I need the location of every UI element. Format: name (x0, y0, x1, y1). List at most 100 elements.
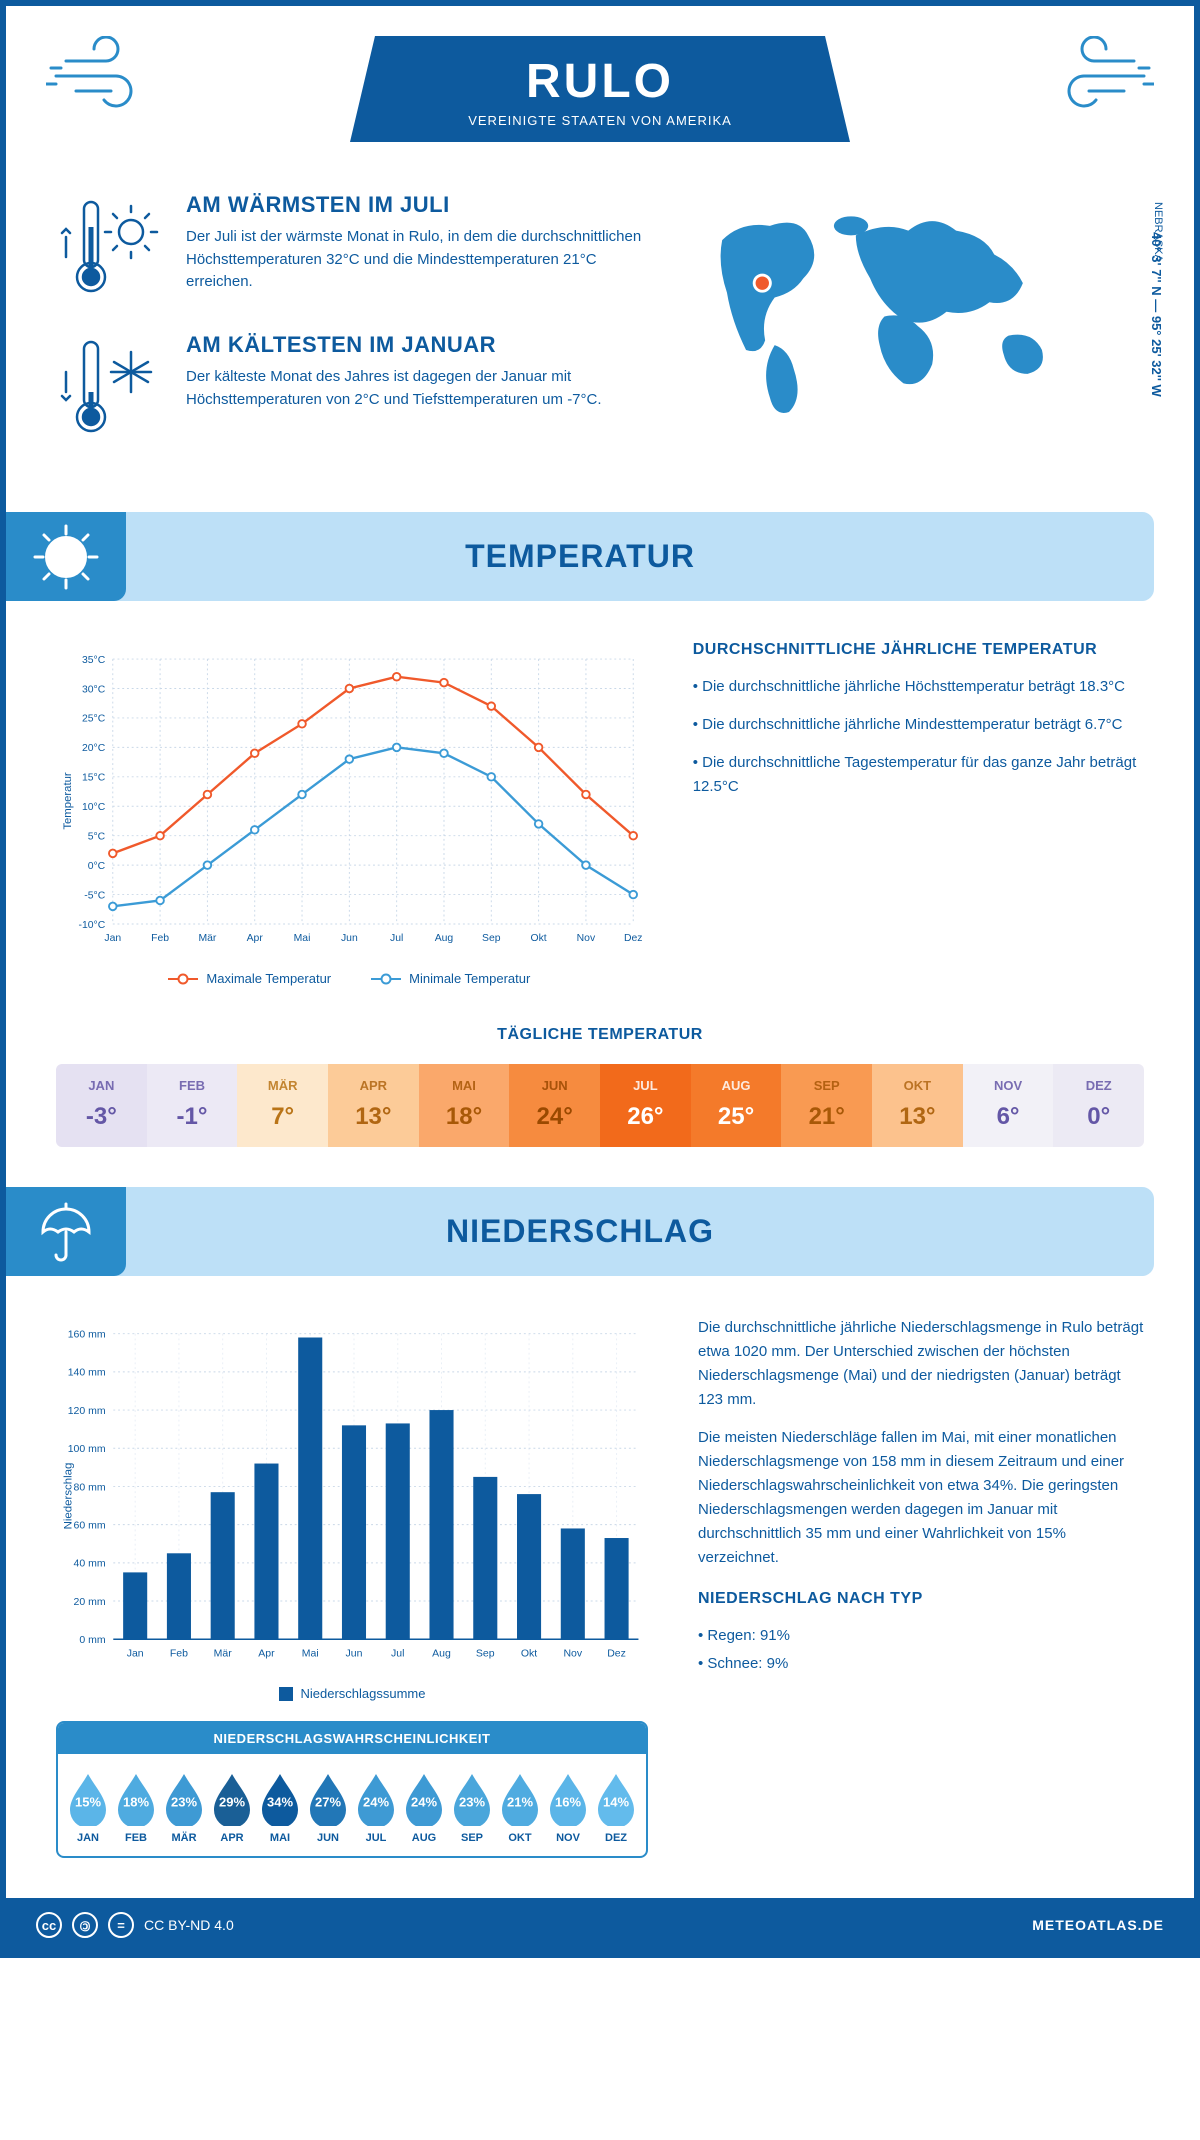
drop-cell: 29% APR (210, 1770, 254, 1844)
drop-cell: 18% FEB (114, 1770, 158, 1844)
svg-text:20°C: 20°C (82, 743, 106, 754)
svg-text:Apr: Apr (258, 1647, 275, 1659)
coordinates: 40° 3' 7'' N — 95° 25' 32'' W (1149, 232, 1164, 397)
svg-text:Feb: Feb (170, 1647, 188, 1659)
temp-cell: AUG25° (691, 1064, 782, 1147)
svg-text:Jan: Jan (104, 933, 121, 944)
svg-text:Nov: Nov (577, 933, 596, 944)
thermometer-hot-icon (56, 192, 166, 302)
coldest-block: AM KÄLTESTEN IM JANUAR Der kälteste Mona… (56, 332, 644, 442)
svg-text:Aug: Aug (432, 1647, 451, 1659)
svg-text:160 mm: 160 mm (68, 1328, 106, 1340)
temp-cell: JUN24° (509, 1064, 600, 1147)
legend-max: Maximale Temperatur (168, 971, 331, 986)
drop-cell: 24% AUG (402, 1770, 446, 1844)
legend-precip: Niederschlagssumme (279, 1686, 426, 1701)
drop-cell: 16% NOV (546, 1770, 590, 1844)
svg-text:140 mm: 140 mm (68, 1367, 106, 1379)
svg-text:Dez: Dez (624, 933, 642, 944)
svg-text:Mai: Mai (294, 933, 311, 944)
svg-text:35°C: 35°C (82, 655, 106, 666)
svg-text:Mai: Mai (302, 1647, 319, 1659)
temp-cell: SEP21° (781, 1064, 872, 1147)
temp-cell: JAN-3° (56, 1064, 147, 1147)
drop-cell: 34% MAI (258, 1770, 302, 1844)
svg-text:120 mm: 120 mm (68, 1405, 106, 1417)
site-name: METEOATLAS.DE (1032, 1917, 1164, 1933)
drop-cell: 15% JAN (66, 1770, 110, 1844)
coldest-title: AM KÄLTESTEN IM JANUAR (186, 332, 644, 358)
svg-text:15°C: 15°C (82, 773, 106, 784)
temp-cell: FEB-1° (147, 1064, 238, 1147)
temp-text: DURCHSCHNITTLICHE JÄHRLICHE TEMPERATUR •… (693, 641, 1144, 986)
svg-text:Apr: Apr (247, 933, 264, 944)
legend-min: Minimale Temperatur (371, 971, 530, 986)
nd-icon: = (108, 1912, 134, 1938)
svg-text:Mär: Mär (198, 933, 216, 944)
temp-title: TEMPERATUR (6, 538, 1154, 575)
precip-bar-chart: 0 mm 20 mm 40 mm 60 mm 80 mm 100 mm 120 mm 140 … (56, 1316, 648, 1676)
infographic-frame: RULO VEREINIGTE STAATEN VON AMERIKA AM W… (0, 0, 1200, 1958)
warmest-text: Der Juli ist der wärmste Monat in Rulo, … (186, 226, 644, 294)
drop-cell: 23% SEP (450, 1770, 494, 1844)
temp-cell: OKT13° (872, 1064, 963, 1147)
temp-line-chart: -10°C-5°C0°C5°C10°C15°C20°C25°C30°C35°CJ… (56, 641, 643, 961)
svg-text:40 mm: 40 mm (74, 1558, 106, 1570)
svg-text:-10°C: -10°C (79, 920, 106, 931)
temp-cell: MAI18° (419, 1064, 510, 1147)
sun-icon (31, 522, 101, 592)
temp-cell: DEZ0° (1053, 1064, 1144, 1147)
svg-text:10°C: 10°C (82, 802, 106, 813)
svg-text:Dez: Dez (607, 1647, 626, 1659)
drop-cell: 21% OKT (498, 1770, 542, 1844)
wind-icon (1034, 36, 1154, 116)
by-icon: 🄯 (72, 1912, 98, 1938)
temp-section-header: TEMPERATUR (6, 512, 1154, 601)
daily-temp-strip: TÄGLICHE TEMPERATUR JAN-3°FEB-1°MÄR7°APR… (6, 1026, 1194, 1187)
page-subtitle: VEREINIGTE STAATEN VON AMERIKA (430, 113, 770, 128)
wind-icon (46, 36, 166, 116)
temp-cell: NOV6° (963, 1064, 1054, 1147)
svg-text:Sep: Sep (482, 933, 501, 944)
svg-text:Mär: Mär (214, 1647, 233, 1659)
svg-text:0 mm: 0 mm (79, 1634, 106, 1646)
svg-text:60 mm: 60 mm (74, 1519, 106, 1531)
precip-text: Die durchschnittliche jährliche Niedersc… (698, 1316, 1144, 1858)
svg-text:Niederschlag: Niederschlag (62, 1463, 74, 1530)
warmest-block: AM WÄRMSTEN IM JULI Der Juli ist der wär… (56, 192, 644, 302)
svg-text:20 mm: 20 mm (74, 1596, 106, 1608)
umbrella-icon (31, 1197, 101, 1267)
svg-text:30°C: 30°C (82, 684, 106, 695)
intro-section: AM WÄRMSTEN IM JULI Der Juli ist der wär… (6, 162, 1194, 512)
svg-text:80 mm: 80 mm (74, 1481, 106, 1493)
header: RULO VEREINIGTE STAATEN VON AMERIKA (6, 6, 1194, 162)
svg-text:Okt: Okt (531, 933, 547, 944)
svg-text:Jul: Jul (391, 1647, 404, 1659)
thermometer-cold-icon (56, 332, 166, 442)
precip-section-header: NIEDERSCHLAG (6, 1187, 1154, 1276)
svg-text:5°C: 5°C (88, 831, 106, 842)
license-text: CC BY-ND 4.0 (144, 1917, 234, 1933)
precip-probability: NIEDERSCHLAGSWAHRSCHEINLICHKEIT 15% JAN … (56, 1721, 648, 1858)
svg-text:Jun: Jun (341, 933, 358, 944)
world-map: NEBRASKA 40° 3' 7'' N — 95° 25' 32'' W (684, 192, 1144, 472)
svg-text:Okt: Okt (521, 1647, 537, 1659)
cc-icon: cc (36, 1912, 62, 1938)
svg-text:Feb: Feb (151, 933, 169, 944)
svg-text:Aug: Aug (435, 933, 454, 944)
warmest-title: AM WÄRMSTEN IM JULI (186, 192, 644, 218)
temp-cell: JUL26° (600, 1064, 691, 1147)
drop-cell: 23% MÄR (162, 1770, 206, 1844)
svg-text:Nov: Nov (563, 1647, 582, 1659)
svg-text:Jul: Jul (390, 933, 403, 944)
svg-text:Jun: Jun (346, 1647, 363, 1659)
footer: cc 🄯 = CC BY-ND 4.0 METEOATLAS.DE (6, 1898, 1194, 1952)
temp-cell: APR13° (328, 1064, 419, 1147)
svg-text:0°C: 0°C (88, 861, 106, 872)
svg-text:Sep: Sep (476, 1647, 495, 1659)
drop-cell: 24% JUL (354, 1770, 398, 1844)
svg-text:100 mm: 100 mm (68, 1443, 106, 1455)
svg-text:Temperatur: Temperatur (62, 772, 74, 830)
title-banner: RULO VEREINIGTE STAATEN VON AMERIKA (350, 36, 850, 142)
svg-text:Jan: Jan (127, 1647, 144, 1659)
